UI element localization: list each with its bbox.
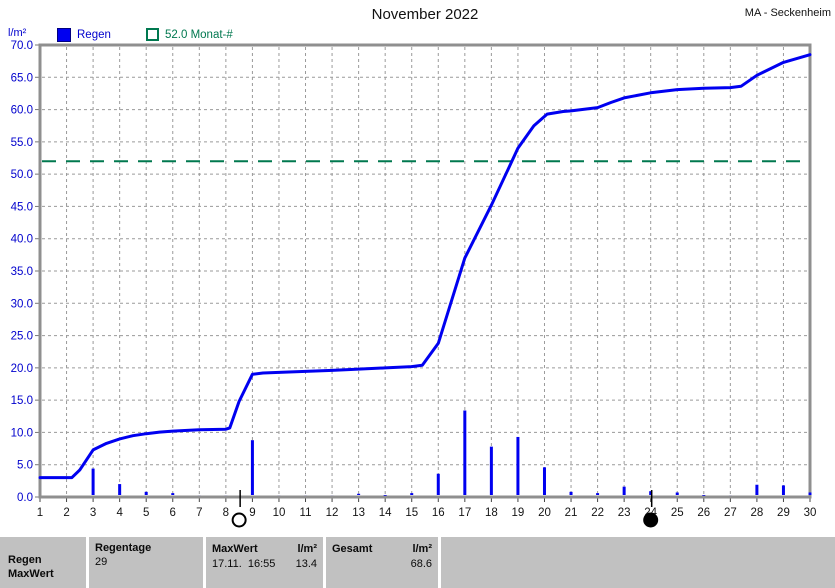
cumulative-rain-line [38, 53, 812, 480]
x-tick-label: 2 [63, 507, 69, 519]
y-tick-label: 30.0 [11, 298, 33, 310]
new-moon-icon [643, 512, 659, 528]
x-tick-label: 13 [352, 507, 365, 519]
y-axis-unit-label: l/m² [8, 27, 27, 39]
x-tick-label: 3 [90, 507, 96, 519]
y-tick-label: 70.0 [11, 40, 33, 52]
footer-gesamt-cell: Gesamt l/m² 68.6 [326, 537, 438, 588]
maxwert-date: 17.11. 16:55 [212, 558, 276, 570]
legend-rain: Regen [57, 28, 111, 42]
rain-legend-swatch [57, 28, 71, 42]
x-tick-label: 15 [405, 507, 418, 519]
footer-empty-cell [441, 537, 835, 588]
y-tick-label: 15.0 [11, 395, 33, 407]
maxwert-unit: l/m² [297, 543, 317, 555]
status-bar: Regen MaxWert Regentage 29 MaxWert l/m² … [0, 537, 835, 588]
footer-regentage-cell: Regentage 29 [89, 537, 203, 588]
x-tick-label: 11 [300, 507, 312, 519]
monthly-average-legend-swatch [146, 28, 159, 41]
x-tick-label: 25 [671, 507, 684, 519]
footer-series-labels: Regen MaxWert [0, 537, 86, 588]
y-tick-label: 65.0 [11, 72, 33, 84]
x-tick-label: 14 [379, 507, 392, 519]
y-tick-label: 10.0 [11, 427, 33, 439]
x-tick-label: 10 [273, 507, 286, 519]
x-tick-label: 30 [804, 507, 817, 519]
x-tick-label: 17 [458, 507, 471, 519]
x-tick-label: 12 [326, 507, 339, 519]
x-tick-label: 28 [750, 507, 763, 519]
x-tick-label: 23 [618, 507, 631, 519]
y-tick-label: 60.0 [11, 105, 33, 117]
gesamt-unit: l/m² [412, 543, 432, 555]
y-tick-label: 55.0 [11, 137, 33, 149]
regentage-value: 29 [95, 556, 108, 568]
x-tick-label: 1 [37, 507, 43, 519]
monthly-average-legend-label: 52.0 Monat-# [165, 28, 233, 41]
x-tick-label: 20 [538, 507, 551, 519]
full-moon-icon [231, 512, 247, 528]
maxwert-header: MaxWert [212, 543, 258, 555]
y-tick-label: 35.0 [11, 266, 33, 278]
x-tick-label: 18 [485, 507, 498, 519]
x-tick-label: 29 [777, 507, 790, 519]
y-tick-label: 45.0 [11, 201, 33, 213]
legend-monthly-average: 52.0 Monat-# [146, 28, 233, 41]
footer-maxwert-label: MaxWert [8, 568, 54, 580]
regentage-header: Regentage [95, 542, 152, 554]
chart-title: November 2022 [371, 6, 479, 23]
gesamt-value: 68.6 [410, 558, 432, 570]
x-tick-label: 5 [143, 507, 149, 519]
y-tick-label: 40.0 [11, 234, 33, 246]
x-tick-label: 19 [512, 507, 525, 519]
rain-legend-label: Regen [77, 29, 111, 41]
x-tick-label: 8 [223, 507, 229, 519]
y-tick-label: 5.0 [17, 460, 33, 472]
plot-frame [38, 43, 812, 499]
y-tick-label: 25.0 [11, 331, 33, 343]
x-tick-label: 4 [116, 507, 123, 519]
x-tick-label: 26 [697, 507, 710, 519]
y-tick-label: 50.0 [11, 169, 33, 181]
x-tick-label: 22 [591, 507, 604, 519]
x-tick-label: 6 [170, 507, 176, 519]
x-tick-label: 16 [432, 507, 445, 519]
y-tick-label: 20.0 [11, 363, 33, 375]
x-tick-label: 9 [249, 507, 255, 519]
x-tick-label: 27 [724, 507, 737, 519]
station-label: MA - Seckenheim [744, 7, 831, 19]
y-tick-label: 0.0 [17, 492, 33, 504]
gesamt-header: Gesamt [332, 543, 373, 555]
footer-maxwert-cell: MaxWert l/m² 17.11. 16:55 13.4 [206, 537, 323, 588]
x-tick-label: 7 [196, 507, 202, 519]
x-tick-label: 21 [565, 507, 578, 519]
maxwert-value: 13.4 [295, 558, 317, 570]
rain-chart: 0.0 5.0 10.0 15.0 20.0 25.0 30.0 35.0 40.0 45.0 50… [11, 40, 817, 528]
footer-regen-label: Regen [8, 554, 42, 566]
